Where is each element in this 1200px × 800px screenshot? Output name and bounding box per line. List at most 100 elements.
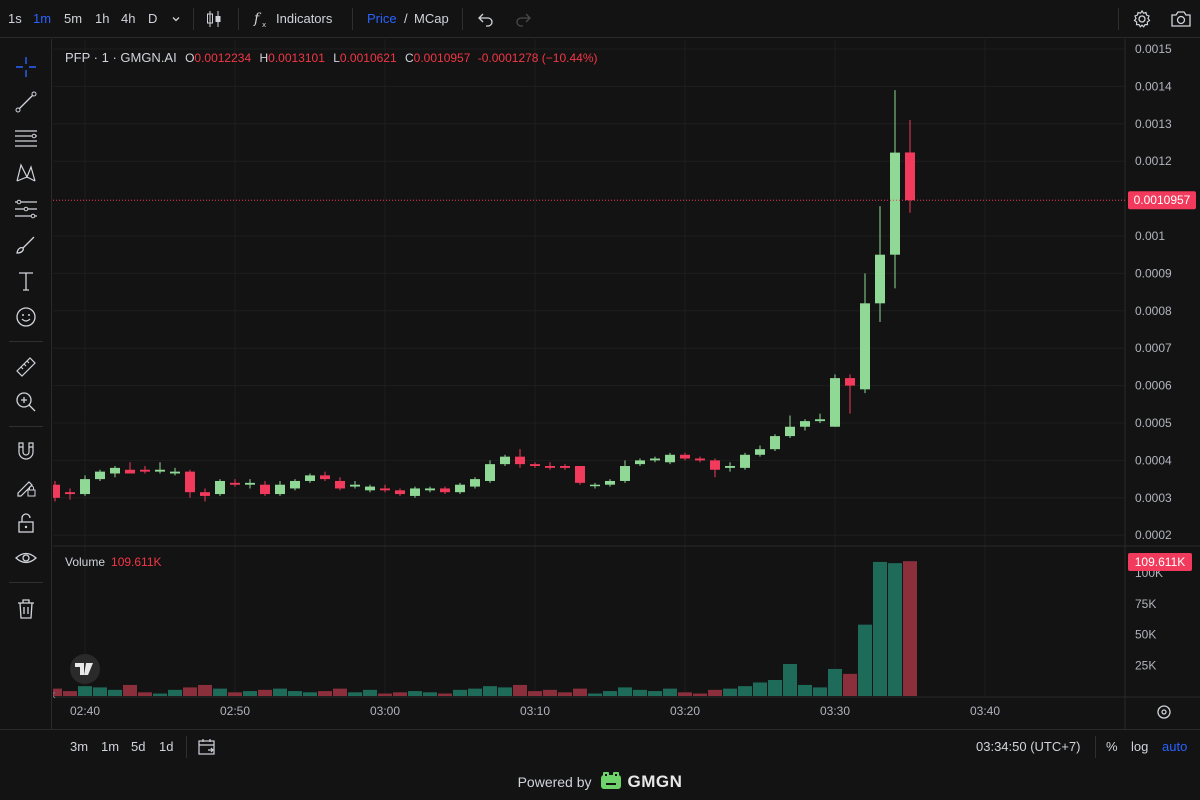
price-toggle[interactable]: Price	[367, 11, 397, 26]
candle-body	[200, 492, 210, 496]
range-1m[interactable]: 1m	[101, 739, 120, 754]
calendar-icon[interactable]	[197, 736, 217, 756]
volume-bar	[228, 692, 242, 696]
indicators-button[interactable]: Indicators	[276, 11, 333, 26]
chart-canvas[interactable]: 0.0015 0.0014 0.0013 0.0012 0.001 0.0009 0.000…	[48, 39, 1200, 729]
time-tick-label: 03:40	[970, 704, 1000, 718]
log-toggle[interactable]: log	[1131, 739, 1149, 754]
candle-body	[335, 480, 345, 489]
range-5d[interactable]: 5d	[131, 739, 146, 754]
range-3m[interactable]: 3m	[70, 739, 89, 754]
svg-text:x: x	[262, 21, 266, 29]
interval-5m[interactable]: 5m	[64, 11, 83, 26]
volume-bar	[573, 688, 587, 696]
percent-toggle[interactable]: %	[1106, 739, 1118, 754]
undo-icon[interactable]	[477, 10, 495, 28]
auto-toggle[interactable]: auto	[1162, 739, 1188, 754]
candle-body	[50, 484, 60, 498]
candle-body	[560, 466, 570, 468]
candle-body	[350, 484, 360, 487]
volume-bar	[783, 664, 797, 696]
last-price-tag-text: 0.0010957	[1134, 193, 1191, 207]
candle-body	[65, 492, 75, 495]
volume-bar	[603, 691, 617, 696]
text-icon[interactable]	[13, 268, 39, 294]
candle-body	[170, 471, 180, 474]
open-value: 0.0012234	[194, 51, 252, 65]
pattern-icon[interactable]	[13, 160, 39, 186]
volume-bar	[858, 624, 872, 696]
volume-bar	[648, 691, 662, 696]
candle-body	[425, 488, 435, 491]
candle-body	[530, 464, 540, 467]
volume-bar	[618, 687, 632, 696]
chevron-down-icon[interactable]	[170, 13, 182, 25]
crosshair-icon[interactable]	[13, 54, 39, 80]
volume-label: Volume	[65, 555, 106, 569]
unlock-icon[interactable]	[13, 510, 39, 536]
mcap-toggle[interactable]: MCap	[414, 11, 449, 26]
volume-bar	[633, 689, 647, 696]
zoom-in-icon[interactable]	[13, 389, 39, 415]
volume-bar	[843, 673, 857, 696]
volume-bar	[288, 691, 302, 696]
price-mcap-separator: /	[404, 11, 408, 26]
interval-1s[interactable]: 1s	[8, 11, 22, 26]
volume-bar	[558, 692, 572, 696]
camera-icon[interactable]	[1170, 9, 1192, 29]
price-tick-label: 0.0004	[1135, 453, 1172, 467]
interval-d[interactable]: D	[148, 11, 158, 26]
ruler-icon[interactable]	[13, 354, 39, 380]
candle-body	[665, 454, 675, 463]
volume-bar	[63, 691, 77, 696]
candle-body	[365, 486, 375, 491]
svg-text:f: f	[253, 11, 262, 27]
candle-body	[605, 480, 615, 485]
redo-icon[interactable]	[514, 10, 532, 28]
time-axis-settings-icon[interactable]	[1157, 705, 1171, 719]
price-tick-label: 0.001	[1135, 229, 1165, 243]
volume-bar	[483, 686, 497, 696]
volume-bar	[513, 684, 527, 696]
candle-body	[590, 484, 600, 487]
volume-bar	[378, 693, 392, 696]
volume-bar	[348, 692, 362, 696]
bottom-toolbar: 3m 1m 5d 1d 03:34:50 (UTC+7) % log auto	[0, 729, 1200, 763]
volume-bar	[198, 684, 212, 696]
interval-4h[interactable]: 4h	[121, 11, 136, 26]
volume-bar	[93, 687, 107, 696]
emoji-icon[interactable]	[13, 304, 39, 330]
trend-line-icon[interactable]	[13, 89, 39, 115]
range-1d[interactable]: 1d	[159, 739, 174, 754]
candlestick-icon[interactable]	[205, 9, 223, 29]
brush-icon[interactable]	[13, 232, 39, 258]
drawing-toolbar	[0, 39, 52, 729]
price-chart[interactable]: 0.0015 0.0014 0.0013 0.0012 0.001 0.0009 0.000…	[48, 39, 1200, 729]
candle-body	[755, 449, 765, 455]
magnet-icon[interactable]	[13, 438, 39, 464]
eye-icon[interactable]	[13, 546, 39, 572]
candle-body	[845, 378, 855, 386]
clock-display[interactable]: 03:34:50 (UTC+7)	[976, 739, 1081, 754]
horizontal-lines-icon[interactable]	[13, 125, 39, 151]
volume-bar	[753, 682, 767, 696]
candle-body	[125, 469, 135, 474]
interval-1m[interactable]: 1m	[33, 11, 52, 26]
low-label: L	[333, 51, 340, 65]
interval-1h[interactable]: 1h	[95, 11, 110, 26]
candle-body	[230, 482, 240, 485]
volume-bar	[768, 680, 782, 696]
time-tick-label: 03:30	[820, 704, 850, 718]
gear-icon[interactable]	[1132, 9, 1152, 29]
trash-icon[interactable]	[13, 596, 39, 622]
volume-bar	[108, 689, 122, 696]
tradingview-logo-icon[interactable]	[70, 654, 100, 684]
candle-body	[260, 484, 270, 495]
candle-body	[440, 488, 450, 493]
fib-icon[interactable]	[13, 196, 39, 222]
symbol-label[interactable]: PFP · 1 · GMGN.AI	[65, 50, 177, 65]
candle-body	[725, 466, 735, 468]
lock-drawing-icon[interactable]	[13, 474, 39, 500]
